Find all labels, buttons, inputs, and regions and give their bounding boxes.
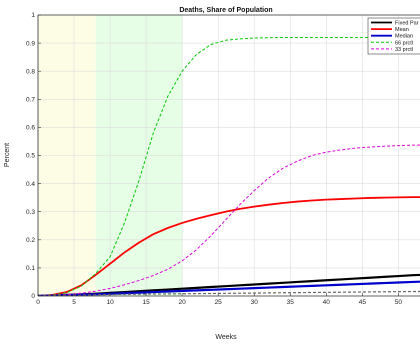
y-tick-label: 0.5	[26, 153, 35, 160]
y-tick-label: 0.4	[26, 181, 35, 188]
y-tick-label: 1	[31, 12, 35, 19]
x-tick-label: 10	[106, 299, 114, 306]
x-axis-label: Weeks	[215, 334, 237, 341]
y-tick-label: 0.7	[26, 97, 35, 104]
y-tick-label: 0	[31, 293, 35, 300]
y-tick-label: 0.3	[26, 209, 35, 216]
x-tick-label: 50	[395, 299, 403, 306]
series-line-mean	[38, 196, 420, 296]
series-group	[38, 36, 420, 296]
legend-label: 33 prctl	[395, 47, 413, 53]
x-tick-label: 35	[287, 299, 295, 306]
x-tick-label: 20	[179, 299, 187, 306]
series-line-median	[38, 280, 420, 296]
y-tick-label: 0.9	[26, 40, 35, 47]
chart-title: Deaths, Share of Population	[179, 7, 272, 14]
x-tick-label: 30	[251, 299, 259, 306]
plot-area: 0 5 10 15 20 25 30 35 40 45 50 0 0.1 0.2 0.3 0.4 0.5 0.6 0…	[26, 12, 420, 306]
x-tick-label: 25	[215, 299, 223, 306]
legend-label: 66 prctl	[395, 40, 413, 46]
y-tick-label: 0.1	[26, 265, 35, 272]
x-tick-label: 45	[359, 299, 367, 306]
series-line-33-prctl	[38, 144, 420, 296]
y-axis-label: Percent	[4, 143, 11, 167]
legend-label: Fixed Par	[395, 21, 419, 27]
series-line-66-prctl	[38, 36, 420, 296]
y-tick-label: 0.6	[26, 125, 35, 132]
x-tick-label: 5	[72, 299, 76, 306]
legend-label: Mean	[395, 27, 409, 33]
legend-label: Median	[395, 34, 413, 40]
x-tick-label: 0	[36, 299, 40, 306]
y-tick-label: 0.8	[26, 68, 35, 75]
x-tick-label: 40	[323, 299, 331, 306]
y-tick-label: 0.2	[26, 237, 35, 244]
x-tick-label: 15	[142, 299, 150, 306]
